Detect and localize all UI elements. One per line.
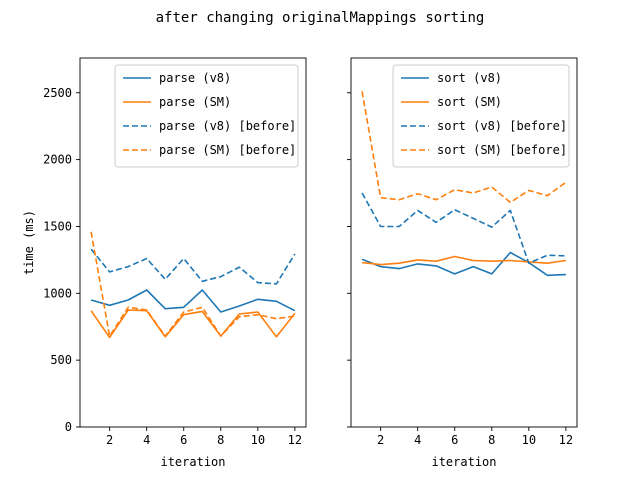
x-tick-label: 6 [180, 433, 187, 447]
x-tick-label: 10 [251, 433, 265, 447]
series-line-1 [361, 251, 566, 277]
legend-label: sort (SM) [437, 95, 502, 109]
x-axis-label: iteration [160, 455, 225, 469]
x-tick-label: 12 [559, 433, 573, 447]
legend: parse (v8) parse (SM) parse (v8) [before] p… [114, 64, 299, 168]
x-axis-label: iteration [431, 455, 496, 469]
x-tick-label: 2 [106, 433, 113, 447]
y-tick-label: 0 [65, 420, 72, 434]
x-tick-label: 8 [217, 433, 224, 447]
legend-label: parse (v8) [before] [159, 119, 296, 133]
subplot-1: 2 4 6 8 10 12 0 500 1000 1500 2000 2500 iteration tim… [22, 57, 307, 469]
series-line-3 [90, 248, 296, 285]
legend-label: parse (SM) [159, 95, 231, 109]
legend-label: sort (v8) [before] [437, 119, 567, 133]
series-line-4 [90, 231, 296, 337]
x-tick-label: 12 [288, 433, 302, 447]
series-line-3 [361, 192, 566, 265]
plot-frame [79, 57, 307, 428]
y-tick-label: 1500 [43, 219, 72, 233]
y-tick-label: 2000 [43, 153, 72, 167]
legend-box [392, 64, 570, 168]
series-line-1 [90, 289, 296, 313]
y-tick-label: 500 [50, 353, 72, 367]
y-tick-label: 2500 [43, 86, 72, 100]
plot-frame [350, 57, 578, 428]
y-axis-label: time (ms) [22, 210, 36, 275]
series-line-4 [361, 91, 567, 204]
figure-title: after changing originalMappings sorting [156, 10, 485, 26]
y-tick-label: 1000 [43, 286, 72, 300]
legend-box [114, 64, 299, 168]
x-tick-label: 10 [522, 433, 536, 447]
legend-label: sort (v8) [437, 71, 502, 85]
series-line-2 [90, 309, 296, 339]
subplots: 2 4 6 8 10 12 0 500 1000 1500 2000 2500 iteration tim… [22, 57, 578, 469]
x-tick-label: 4 [143, 433, 150, 447]
x-tick-label: 4 [414, 433, 421, 447]
x-tick-label: 8 [488, 433, 495, 447]
legend: sort (v8) sort (SM) sort (v8) [before] sort… [392, 64, 570, 168]
x-tick-label: 2 [377, 433, 384, 447]
legend-label: parse (v8) [159, 71, 231, 85]
legend-label: parse (SM) [before] [159, 143, 296, 157]
x-tick-label: 6 [451, 433, 458, 447]
series-line-2 [362, 255, 567, 266]
legend-label: sort (SM) [before] [437, 143, 567, 157]
